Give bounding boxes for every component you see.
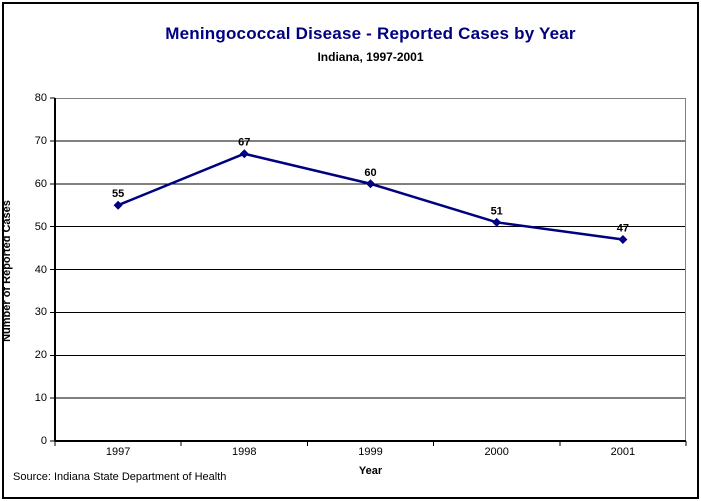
x-tick-label: 1999 (358, 446, 383, 458)
y-tick-label: 60 (34, 177, 47, 190)
chart-title: Meningococcal Disease - Reported Cases b… (165, 24, 576, 43)
data-point-marker (113, 200, 123, 210)
y-tick-label: 30 (34, 306, 47, 319)
y-tick-label: 40 (34, 263, 47, 276)
x-tick-label: 2001 (610, 446, 636, 458)
y-tick-label: 10 (34, 392, 47, 405)
y-tick-label: 20 (34, 349, 47, 362)
chart-subtitle: Indiana, 1997-2001 (317, 50, 424, 64)
data-point-marker (366, 179, 375, 189)
y-tick-label: 70 (34, 134, 47, 147)
plot-area: 55 67 60 51 47 (50, 97, 687, 446)
data-point-marker (492, 217, 502, 227)
data-point-label: 51 (491, 205, 503, 217)
x-tick-label: 2000 (484, 446, 509, 458)
y-axis-title: Number of Reported Cases (1, 200, 13, 342)
data-point-label: 60 (364, 167, 376, 179)
data-point-label: 67 (238, 137, 250, 149)
y-tick-label: 50 (34, 220, 47, 233)
x-tick-label: 1997 (105, 446, 131, 458)
data-point-marker (239, 149, 249, 159)
y-tick-label: 80 (34, 92, 47, 104)
x-tick-label: 1998 (232, 446, 257, 458)
data-point-label: 47 (617, 222, 629, 234)
data-point-label: 55 (112, 188, 124, 200)
data-point-marker (618, 234, 628, 244)
y-tick-label: 0 (40, 435, 47, 447)
x-axis-title: Year (358, 465, 383, 477)
source-note: Source: Indiana State Department of Heal… (13, 471, 227, 483)
